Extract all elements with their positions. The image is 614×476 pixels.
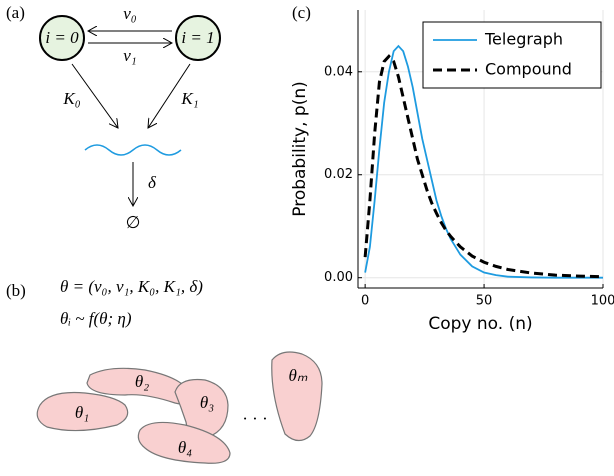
page: {"panel_a": {"label": "(a)", "state0": "… — [0, 0, 614, 476]
ellipsis: · · · — [242, 409, 267, 428]
state-label: i = 0 — [45, 28, 79, 47]
x-axis-label: Copy no. (n) — [428, 314, 532, 334]
legend-label: Telegraph — [484, 30, 563, 49]
panel-label: (a) — [6, 3, 25, 22]
panel-label: (c) — [292, 3, 311, 22]
panel-label: (b) — [6, 281, 26, 300]
rate-label: K₀ — [62, 89, 80, 108]
rate-label: δ — [148, 173, 157, 192]
cell-label: θ₂ — [135, 372, 149, 391]
figure: (a) i = 0 i = 1 ν₀ ν₁ K₀ K₁ δ ∅ (b) θ = … — [0, 0, 614, 476]
cell-label: θ₄ — [178, 438, 192, 457]
x-tick-label: 50 — [476, 294, 493, 309]
y-tick-label: 0.02 — [324, 167, 353, 182]
cell-label: θₘ — [289, 366, 308, 385]
rate-label: K₁ — [180, 89, 198, 108]
empty-set: ∅ — [126, 213, 141, 232]
cell-label: θ₁ — [75, 403, 89, 422]
legend-label: Compound — [485, 60, 572, 79]
rate-label: ν₁ — [123, 46, 136, 65]
x-tick-label: 100 — [591, 294, 614, 309]
cell-label: θ₃ — [200, 393, 214, 412]
chart: 0 50 100 0.00 0.02 0.04 Copy no. (n) Probabilit… — [290, 10, 614, 334]
equation: θᵢ ~ f(θ; η) — [60, 309, 132, 328]
state-label: i = 1 — [181, 28, 214, 47]
mrna-wave — [85, 145, 181, 155]
x-tick-label: 0 — [361, 294, 369, 309]
y-axis-label: Probability, p(n) — [290, 81, 310, 217]
y-tick-label: 0.04 — [324, 64, 353, 79]
rate-label: ν₀ — [123, 4, 137, 23]
y-tick-label: 0.00 — [324, 270, 353, 285]
equation: θ = (ν₀, ν₁, K₀, K₁, δ) — [60, 277, 203, 296]
